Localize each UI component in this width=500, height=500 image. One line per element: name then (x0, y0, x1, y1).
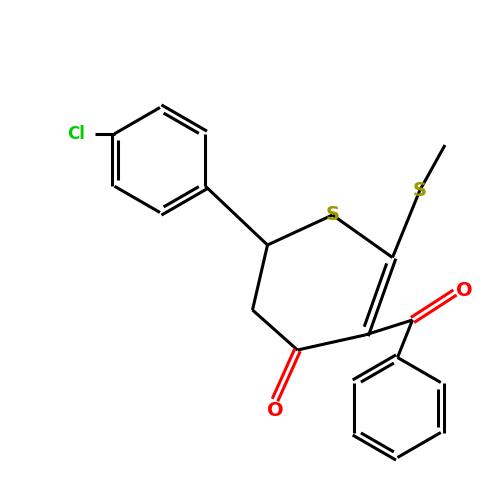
Text: Cl: Cl (66, 125, 84, 143)
Text: O: O (456, 280, 472, 299)
Text: O: O (266, 402, 283, 420)
Text: S: S (413, 180, 427, 200)
Text: S: S (326, 206, 340, 225)
